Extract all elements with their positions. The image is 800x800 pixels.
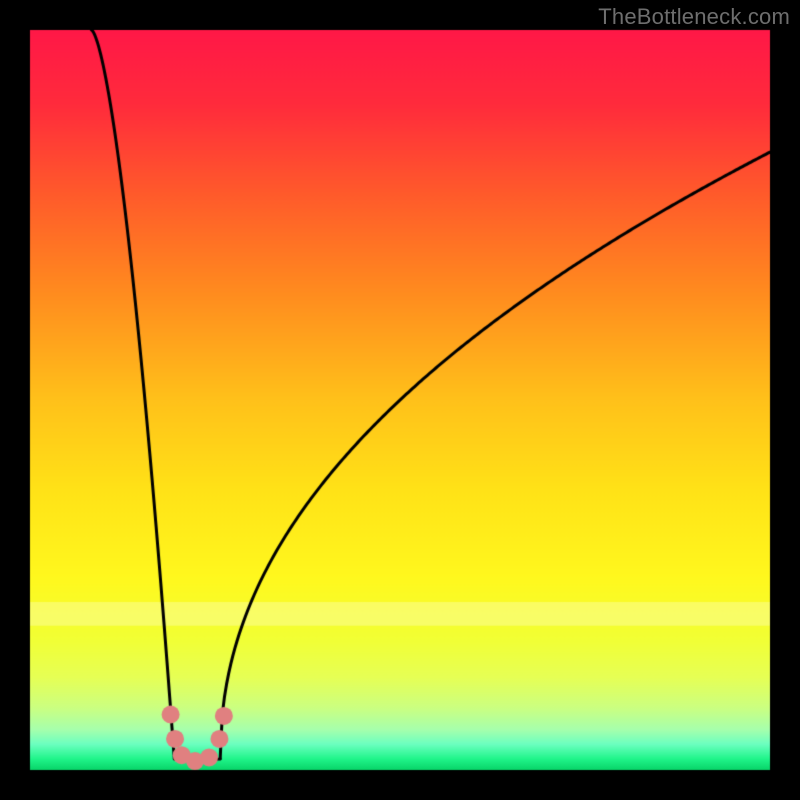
bottleneck-chart: [0, 0, 800, 800]
stage: TheBottleneck.com: [0, 0, 800, 800]
